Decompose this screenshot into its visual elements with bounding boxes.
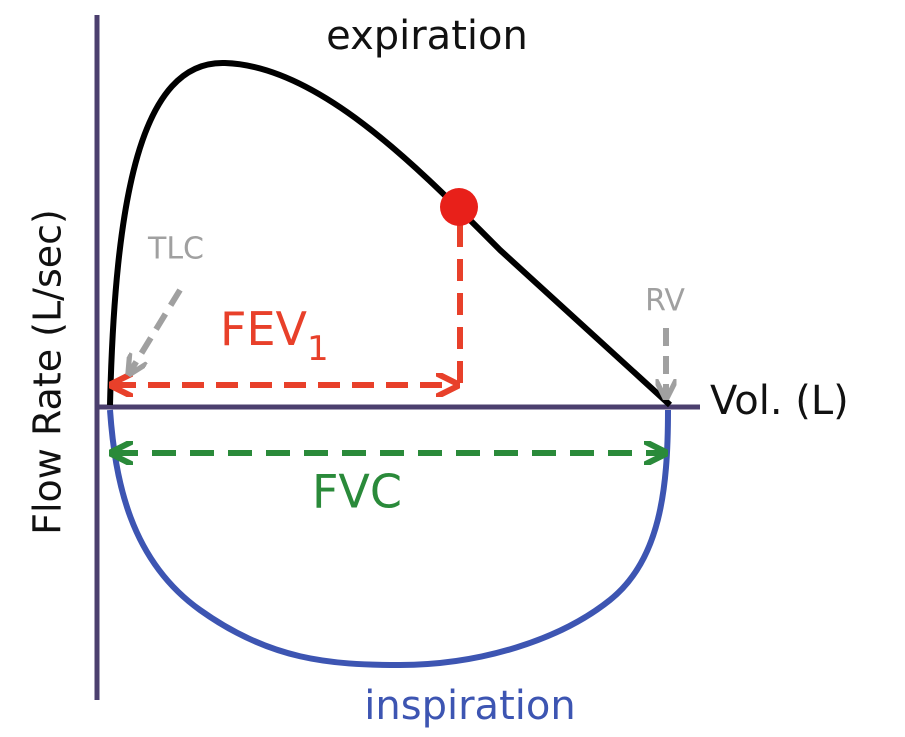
expiration-label: expiration <box>326 13 528 59</box>
fev-subscript: 1 <box>307 329 329 369</box>
tlc-label: TLC <box>147 232 204 267</box>
fev-text: FEV <box>220 302 308 356</box>
y-axis-label: Flow Rate (L/sec) <box>26 209 70 535</box>
expiration-curve <box>107 59 673 408</box>
x-axis-label: Vol. (L) <box>710 378 849 424</box>
tlc-arrow <box>130 288 183 372</box>
inspiration-label: inspiration <box>364 683 575 729</box>
rv-label: RV <box>645 284 685 319</box>
fev-label: FEV1 <box>220 302 329 369</box>
inspiration-curve <box>107 409 671 669</box>
fev-point <box>440 188 478 226</box>
fvc-label: FVC <box>312 465 402 519</box>
